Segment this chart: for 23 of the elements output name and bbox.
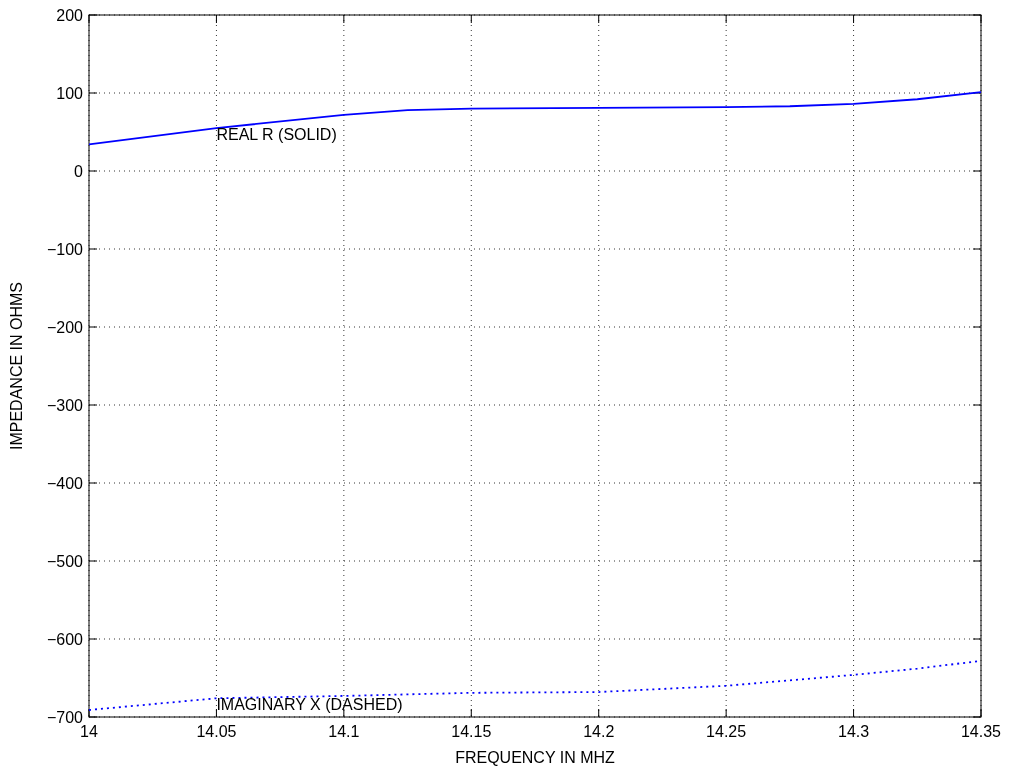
y-axis-title: IMPEDANCE IN OHMS [8, 281, 25, 451]
y-tick-label: 100 [56, 85, 84, 102]
y-tick-label: −100 [46, 241, 84, 258]
y-tick-label: −400 [46, 475, 84, 492]
y-tick-label: 0 [74, 163, 84, 180]
x-tick-label: 14 [80, 723, 98, 740]
y-tick-label: −500 [46, 553, 84, 570]
y-tick-label: −300 [46, 397, 84, 414]
x-tick-label: 14.3 [838, 723, 870, 740]
annotation: IMAGINARY X (DASHED) [216, 696, 403, 714]
x-axis-title: FREQUENCY IN MHZ [455, 749, 616, 766]
y-tick-label: −700 [46, 709, 84, 726]
annotation: REAL R (SOLID) [216, 126, 337, 144]
y-tick-label: 200 [56, 7, 84, 24]
x-tick-label: 14.05 [196, 723, 237, 740]
y-tick-label: −600 [46, 631, 84, 648]
line-series [88, 91, 982, 146]
x-tick-label: 14.1 [328, 723, 360, 740]
x-tick-label: 14.25 [706, 723, 747, 740]
x-tick-label: 14.15 [451, 723, 492, 740]
x-tick-label: 14.35 [960, 723, 1002, 740]
x-tick-label: 14.2 [583, 723, 615, 740]
y-tick-label: −200 [46, 319, 84, 336]
